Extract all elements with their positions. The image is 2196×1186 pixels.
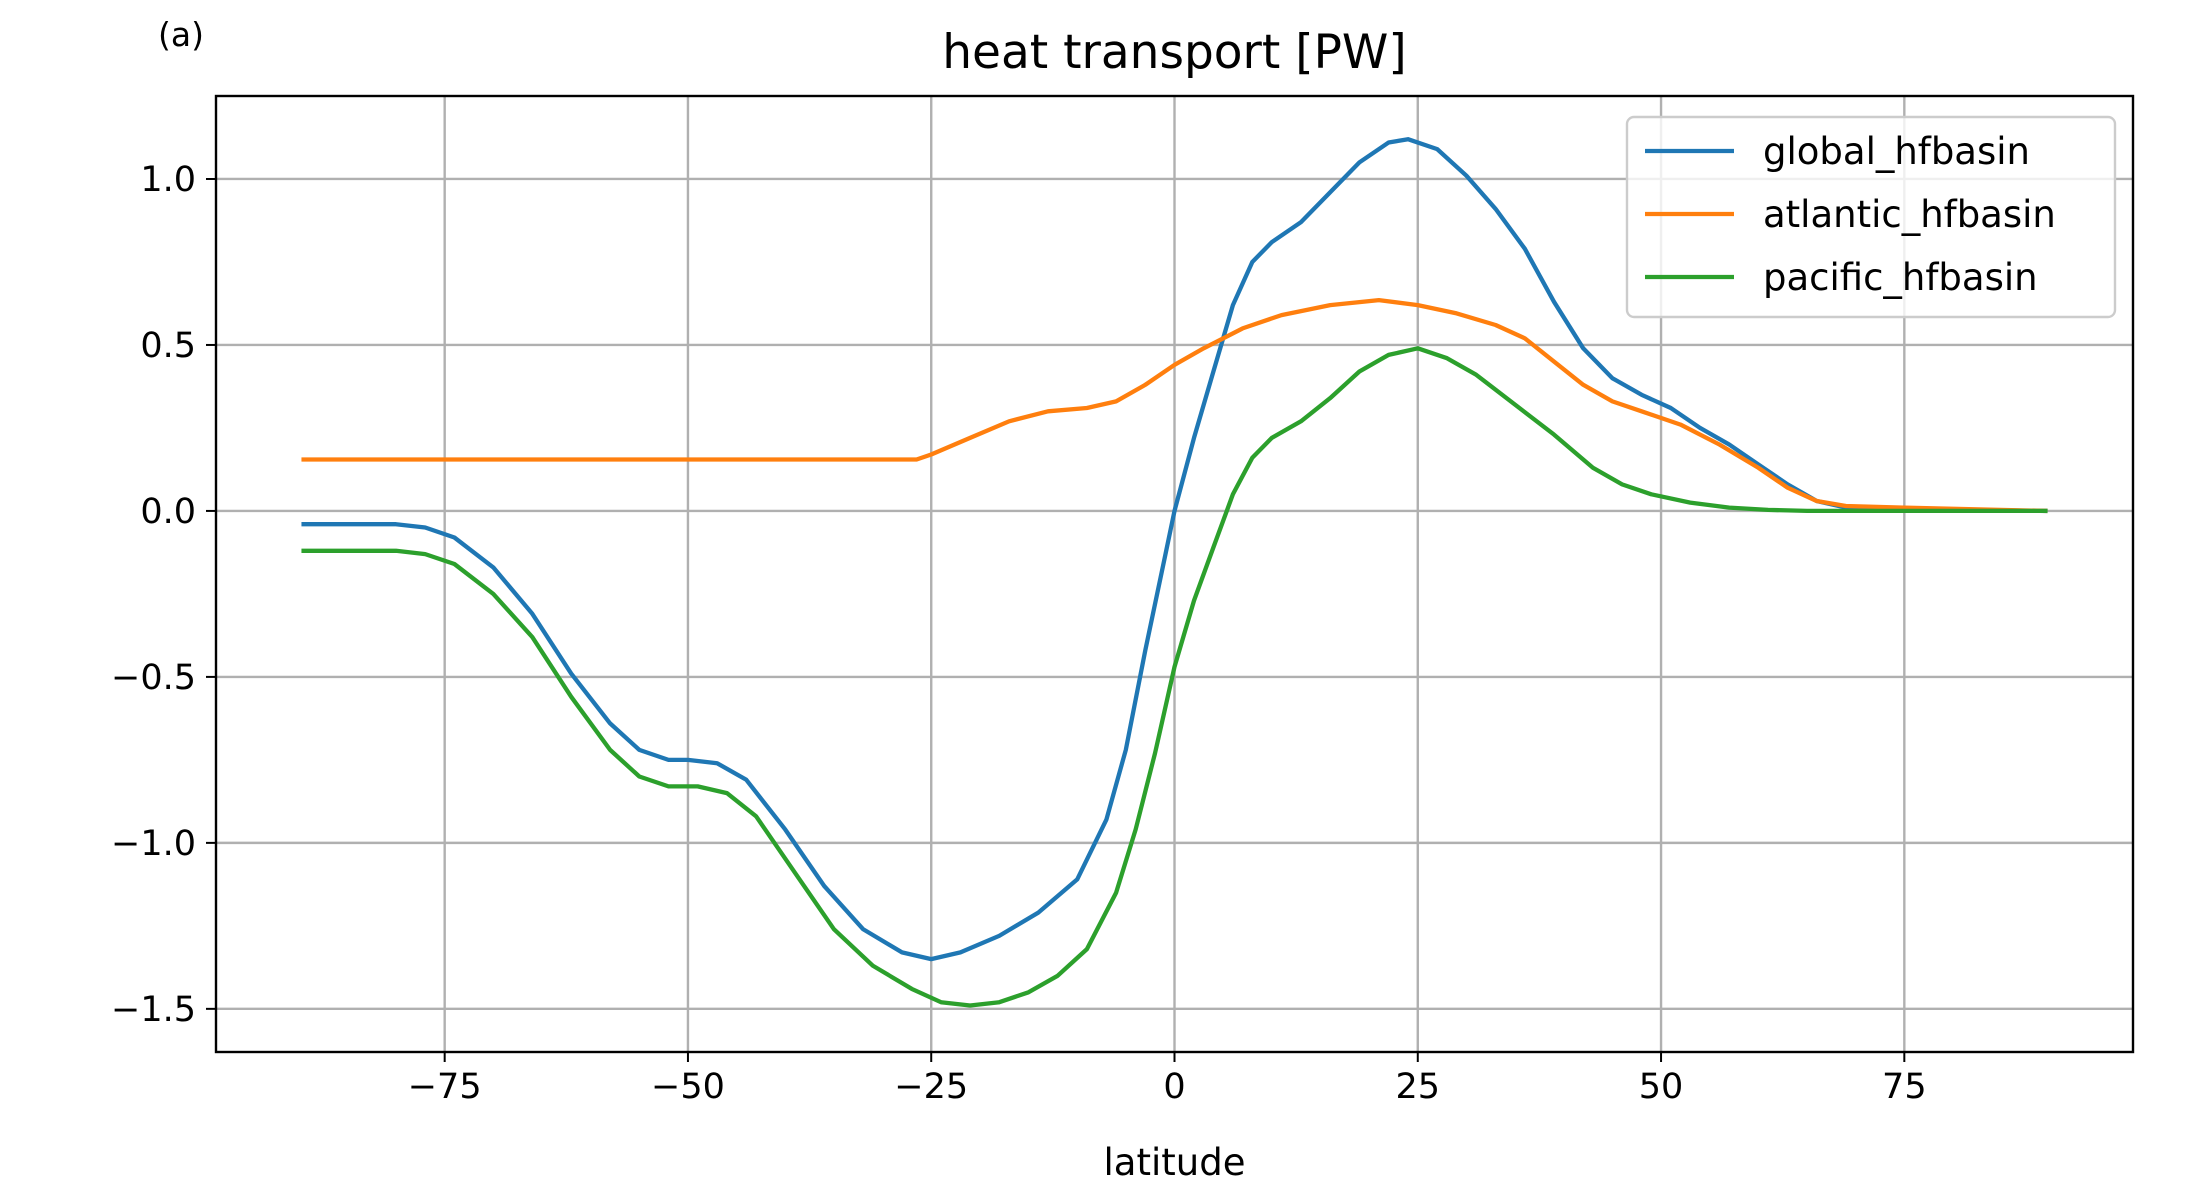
legend-box bbox=[1625, 115, 2117, 319]
series-line-atlantic_hfbasin bbox=[301, 297, 2048, 514]
chart-title: heat transport [PW] bbox=[942, 25, 1406, 80]
x-tick-label: 50 bbox=[1639, 1067, 1684, 1107]
x-tick-label: 0 bbox=[1163, 1067, 1185, 1107]
series-lines bbox=[301, 137, 2048, 1008]
x-tick-label: 25 bbox=[1396, 1067, 1441, 1107]
legend: global_hfbasin atlantic_hfbasin pacific_hf… bbox=[1625, 115, 2117, 319]
axis-ticks: −75 −50 −25 0 25 50 75 1.0 0.5 0.0 −0.5 −1.0 −1.5 bbox=[111, 160, 1927, 1107]
x-tick-label: −75 bbox=[408, 1067, 482, 1107]
y-tick-label: 0.0 bbox=[140, 492, 196, 532]
legend-label: atlantic_hfbasin bbox=[1763, 193, 2056, 236]
panel-label: (a) bbox=[158, 15, 204, 54]
legend-label: global_hfbasin bbox=[1763, 130, 2030, 173]
y-tick-label: 0.5 bbox=[140, 326, 196, 366]
x-axis-label: latitude bbox=[1104, 1141, 1246, 1181]
y-tick-label: −0.5 bbox=[111, 658, 196, 698]
y-tick-label: −1.0 bbox=[111, 824, 196, 864]
x-tick-label: 75 bbox=[1882, 1067, 1927, 1107]
legend-label: pacific_hfbasin bbox=[1763, 256, 2038, 299]
series-line-pacific_hfbasin bbox=[301, 346, 2048, 1008]
x-tick-label: −25 bbox=[894, 1067, 968, 1107]
y-tick-label: 1.0 bbox=[140, 160, 196, 200]
series-line-global_hfbasin bbox=[301, 137, 2048, 962]
x-tick-label: −50 bbox=[651, 1067, 725, 1107]
y-tick-label: −1.5 bbox=[111, 990, 196, 1030]
